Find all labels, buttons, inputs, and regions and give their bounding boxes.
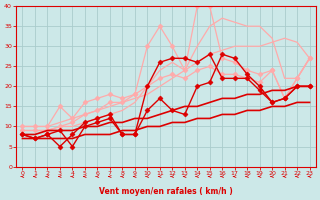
X-axis label: Vent moyen/en rafales ( km/h ): Vent moyen/en rafales ( km/h ) (99, 187, 233, 196)
